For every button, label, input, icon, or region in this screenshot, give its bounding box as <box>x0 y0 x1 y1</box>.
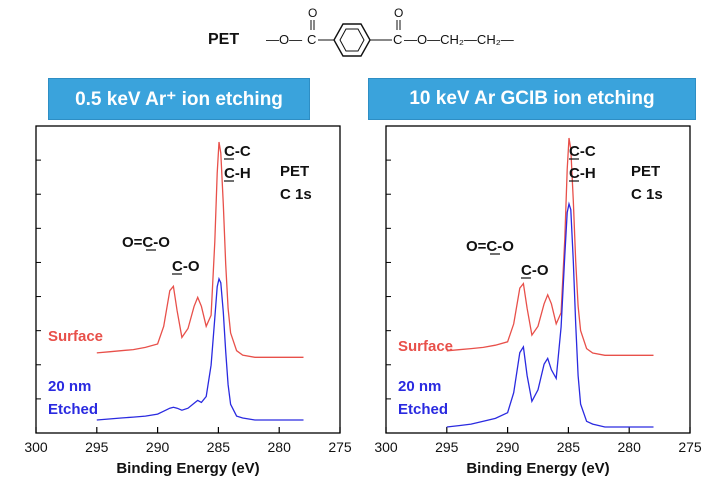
x-tick-label: 280 <box>268 439 292 455</box>
peak-label-cc: C-C <box>569 143 596 160</box>
series-label-etched-line2: Etched <box>398 401 448 418</box>
x-tick-label: 275 <box>328 439 352 455</box>
annotation-pet: PET <box>280 163 309 180</box>
peak-label-ch: C-H <box>569 165 596 182</box>
right-panel-banner: 10 keV Ar GCIB ion etching <box>368 78 696 120</box>
x-axis-label: Binding Energy (eV) <box>466 460 609 477</box>
peak-label-co: C-O <box>172 258 200 275</box>
peak-label-co: C-O <box>521 262 549 279</box>
peak-label-ch: C-H <box>224 165 251 182</box>
annotation-c1s: C 1s <box>280 186 312 203</box>
peak-label-ester: O=C-O <box>122 234 170 251</box>
etched-spectrum-line <box>446 201 654 428</box>
series-label-etched-line1: 20 nm <box>48 378 91 395</box>
series-label-surface: Surface <box>398 338 453 355</box>
structure-oxygen-2: O <box>394 6 403 20</box>
structure-carbon-2: C <box>393 32 402 47</box>
surface-spectrum-line <box>96 141 304 358</box>
surface-spectrum-line <box>446 137 654 356</box>
peak-label-cc: C-C <box>224 143 251 160</box>
structure-left-chain: —O— <box>266 32 302 47</box>
peak-label-ester: O=C-O <box>466 238 514 255</box>
series-label-surface: Surface <box>48 328 103 345</box>
structure-oxygen-1: O <box>308 6 317 20</box>
pet-structure-diagram: PET —O— C O C O —O—CH₂—CH₂— <box>208 6 514 57</box>
x-tick-label: 300 <box>24 439 48 455</box>
x-tick-label: 290 <box>146 439 170 455</box>
etched-spectrum-line <box>96 276 304 421</box>
annotation-pet: PET <box>631 163 660 180</box>
series-label-etched-line2: Etched <box>48 401 98 418</box>
x-tick-label: 275 <box>678 439 702 455</box>
left-panel-banner: 0.5 keV Ar⁺ ion etching <box>48 78 310 120</box>
x-tick-label: 285 <box>557 439 581 455</box>
x-tick-label: 295 <box>435 439 459 455</box>
series-label-etched-line1: 20 nm <box>398 378 441 395</box>
structure-carbon-1: C <box>307 32 316 47</box>
x-tick-label: 295 <box>85 439 109 455</box>
pet-structure-header: PET —O— C O C O —O—CH₂—CH₂— <box>0 0 720 78</box>
x-tick-label: 285 <box>207 439 231 455</box>
x-tick-label: 300 <box>374 439 398 455</box>
annotation-c1s: C 1s <box>631 186 663 203</box>
x-tick-label: 290 <box>496 439 520 455</box>
structure-right-chain: —O—CH₂—CH₂— <box>404 32 514 47</box>
plot-frame <box>385 125 691 434</box>
plot-frame <box>35 125 341 434</box>
benzene-inner-ring <box>339 28 365 52</box>
structure-label: PET <box>208 31 239 48</box>
x-tick-label: 280 <box>618 439 642 455</box>
x-axis-label: Binding Energy (eV) <box>116 460 259 477</box>
